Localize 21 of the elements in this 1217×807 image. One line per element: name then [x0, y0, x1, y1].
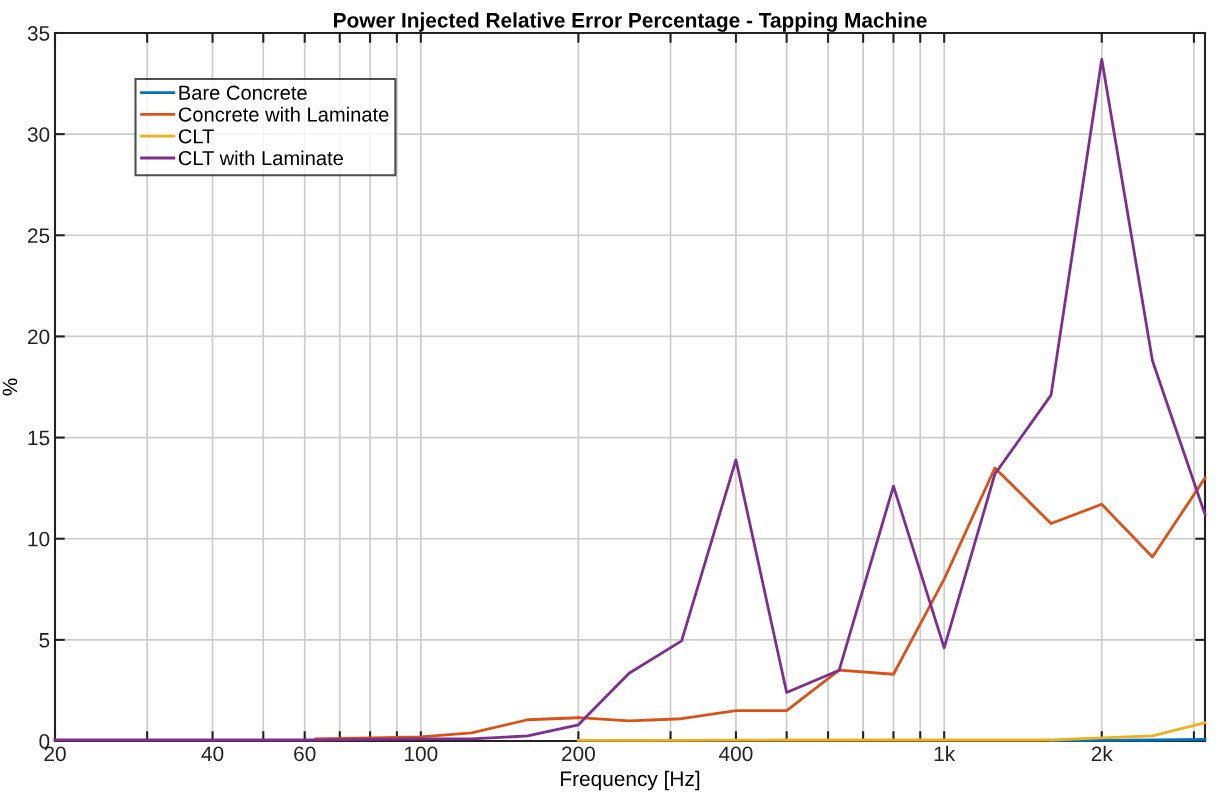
y-axis-title: % — [2, 378, 18, 396]
legend-label: CLT — [178, 129, 214, 144]
chart-title: Power Injected Relative Error Percentage - Tapping Machine — [334, 12, 927, 32]
x-tick-label: 2k — [1091, 745, 1113, 761]
x-tick-label: 100 — [405, 746, 438, 762]
x-tick-label: 200 — [562, 746, 595, 762]
y-tick-label: 20 — [28, 329, 50, 345]
legend-label: CLT with Laminate — [178, 150, 343, 166]
y-tick-label: 10 — [28, 531, 50, 547]
y-tick-label: 30 — [27, 127, 50, 142]
y-tick-label: 5 — [39, 633, 50, 648]
x-tick-label: 40 — [201, 746, 224, 762]
legend-label: Bare Concrete — [179, 85, 307, 100]
y-tick-label: 15 — [28, 430, 50, 446]
legend-label: Concrete with Laminate — [178, 106, 389, 122]
x-axis-title: Frequency [Hz] — [561, 770, 700, 791]
x-tick-label: 400 — [719, 746, 753, 762]
x-tick-label: 60 — [294, 746, 316, 762]
y-tick-label: 35 — [27, 26, 50, 41]
x-tick-label: 1k — [934, 745, 956, 761]
y-tick-label: 25 — [28, 228, 50, 244]
